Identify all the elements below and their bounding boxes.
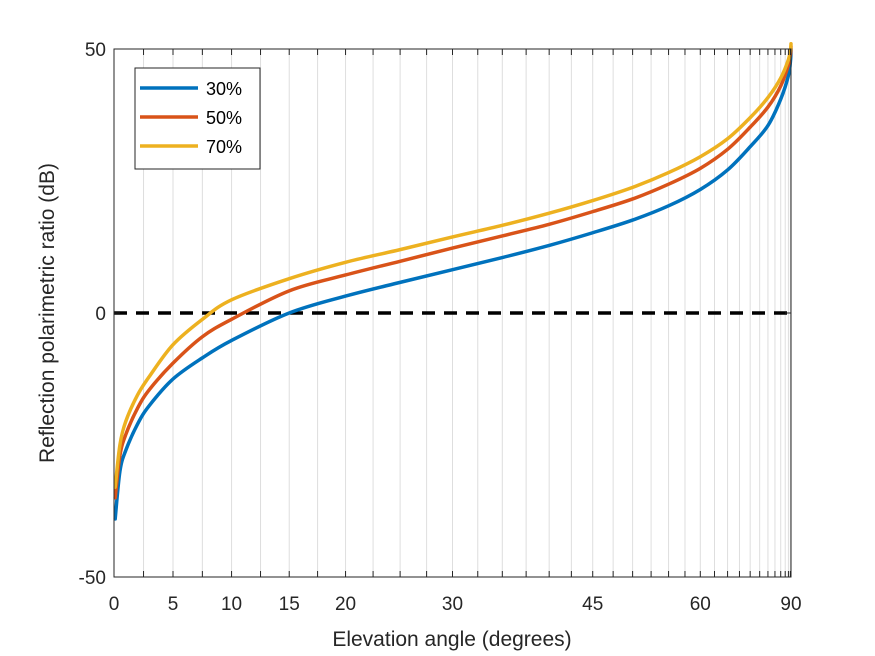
x-axis-label: Elevation angle (degrees) [332,628,571,651]
y-tick-label: 0 [95,304,106,325]
series-line-50pct [113,44,793,500]
axis-ticks [114,48,791,578]
x-tick-label: 45 [582,594,603,615]
legend-entry: 50% [206,108,242,128]
x-tick-labels: 0 5 10 15 20 30 45 60 90 [109,594,802,615]
x-tick-label: 10 [221,594,242,615]
x-tick-label: 15 [279,594,300,615]
y-tick-label: 50 [85,40,106,61]
x-tick-label: 90 [780,594,801,615]
legend-entry: 30% [206,79,242,99]
series-line-70pct [113,41,793,489]
series-lines [113,41,793,521]
y-tick-labels: -50 0 50 [79,40,106,589]
legend: 30% 50% 70% [134,67,261,170]
x-tick-label: 60 [690,594,711,615]
x-tick-label: 30 [442,594,463,615]
y-tick-label: -50 [79,568,106,589]
x-tick-label: 5 [168,594,179,615]
legend-entry: 70% [206,137,242,157]
series-line-30pct [113,47,793,521]
y-axis-label: Reflection polarimetric ratio (dB) [36,163,59,463]
x-tick-label: 0 [109,594,120,615]
x-tick-label: 20 [335,594,356,615]
